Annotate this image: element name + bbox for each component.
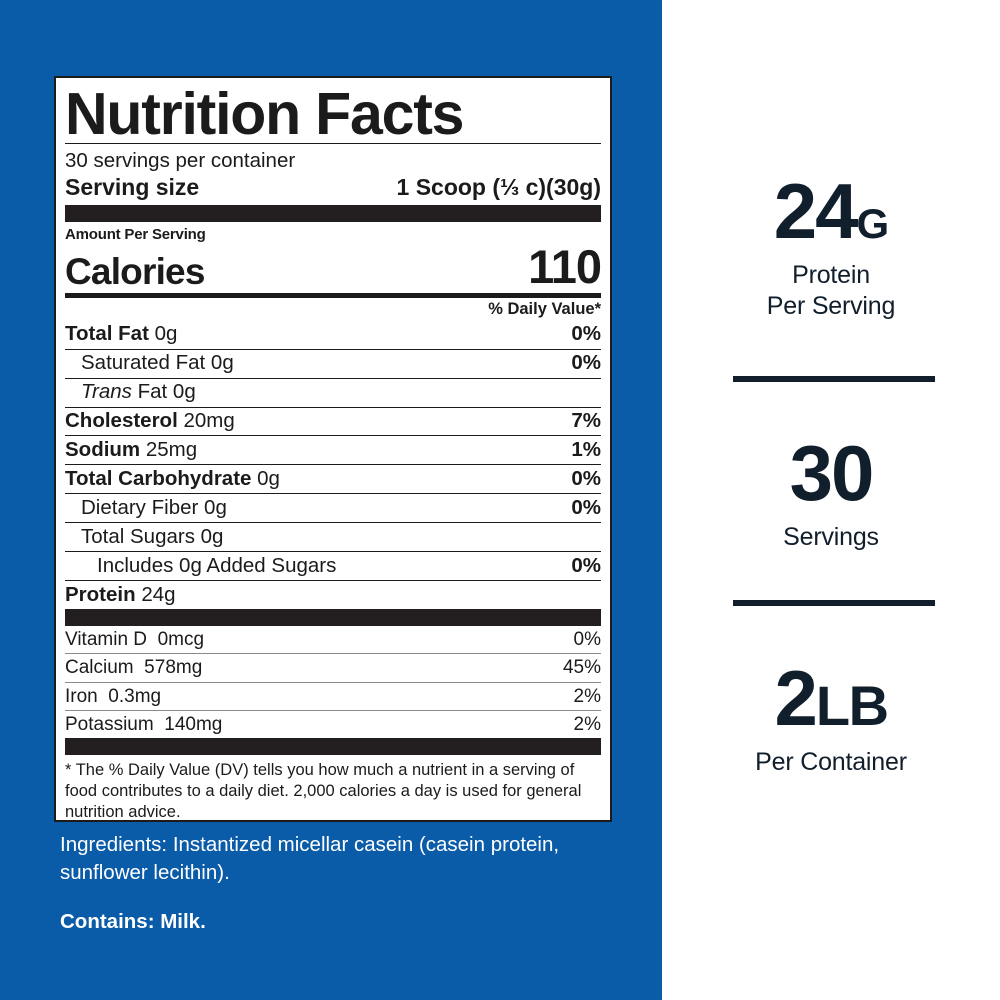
micronutrient-name: Potassium 140mg xyxy=(65,714,223,735)
nutrient-amount: 24g xyxy=(135,582,176,606)
stat-protein-caption: Protein Per Serving xyxy=(662,260,1000,323)
stat-weight-caption-line1: Per Container xyxy=(755,747,907,776)
nutrient-name: Total Sugars 0g xyxy=(81,524,224,549)
nutrient-table: Total Fat 0g 0% Saturated Fat 0g 0% Trans Fa… xyxy=(65,321,601,610)
nutrient-name: Total Fat 0g xyxy=(65,322,178,346)
ingredients-list: Ingredients: Instantized micellar casein… xyxy=(60,833,560,885)
nutrient-amount: 0g xyxy=(194,524,224,548)
calories-row: Calories 110 xyxy=(65,239,602,293)
daily-value-header: % Daily Value* xyxy=(488,299,601,318)
micronutrient-row: Iron 0.3mg 2% xyxy=(65,683,601,711)
page-title: Nutrition Facts xyxy=(65,81,464,147)
nutrient-italic-prefix: Trans xyxy=(81,380,132,404)
stats-divider-2 xyxy=(733,600,935,606)
stat-servings-value: 30 xyxy=(789,429,875,517)
micronutrient-name: Calcium 578mg xyxy=(65,657,203,679)
nutrient-row: Includes 0g Added Sugars 0% xyxy=(65,552,601,582)
stat-protein-caption-line2: Per Serving xyxy=(766,292,896,321)
nutrient-name: Includes 0g Added Sugars xyxy=(97,553,337,578)
nutrient-label: Cholesterol xyxy=(65,409,178,433)
nutrient-name: Total Carbohydrate 0g xyxy=(65,466,280,491)
serving-size-row: Serving size 1 Scoop (⅓ c)(30g) xyxy=(65,174,601,205)
nutrient-daily-value: 0% xyxy=(571,553,601,577)
nutrient-name: Protein 24g xyxy=(65,582,176,607)
nutrient-row: Protein 24g xyxy=(65,581,601,609)
nutrient-row: Dietary Fiber 0g 0% xyxy=(65,494,601,524)
nutrient-label: Saturated Fat xyxy=(81,351,206,375)
nutrient-amount: 0g xyxy=(198,495,227,519)
nutrient-row: Total Carbohydrate 0g 0% xyxy=(65,465,601,495)
nutrient-label: Includes 0g Added Sugars xyxy=(97,553,337,577)
stat-protein-unit: G xyxy=(856,200,890,247)
nutrient-label: Total Carbohydrate xyxy=(65,466,252,490)
micronutrient-name: Vitamin D 0mcg xyxy=(65,629,205,651)
stat-weight-unit: LB xyxy=(815,674,889,737)
stat-protein-value: 24G xyxy=(773,167,890,255)
micronutrient-daily-value: 2% xyxy=(573,685,601,707)
nutrient-row: Trans Fat 0g xyxy=(65,379,601,408)
micronutrient-row: Potassium 140mg 2% xyxy=(65,711,601,738)
micronutrient-table: Vitamin D 0mcg 0% Calcium 578mg 45% Iron 0.3… xyxy=(65,626,601,738)
micronutrient-daily-value: 0% xyxy=(573,629,601,651)
micronutrient-name: Iron 0.3mg xyxy=(65,685,162,707)
nutrient-name: Saturated Fat 0g xyxy=(81,351,234,375)
micronutrient-row: Calcium 578mg 45% xyxy=(65,654,601,683)
micronutrient-row: Vitamin D 0mcg 0% xyxy=(65,626,601,655)
nutrient-name: Dietary Fiber 0g xyxy=(81,495,227,520)
nutrient-daily-value: 0% xyxy=(571,466,601,490)
product-stats-panel: 24G Protein Per Serving 30 Servings 2LB … xyxy=(662,0,1000,1000)
ingredients-block: Ingredients: Instantized micellar casein… xyxy=(60,831,630,934)
stat-servings: 30 Servings xyxy=(662,429,1000,554)
stat-weight-value: 2LB xyxy=(774,654,889,742)
nutrient-row: Cholesterol 20mg 7% xyxy=(65,408,601,437)
nutrition-facts-label: Nutrition Facts 30 servings per containe… xyxy=(54,76,612,822)
nutrient-amount: 0g xyxy=(205,351,234,375)
nutrient-label: Dietary Fiber xyxy=(81,495,199,519)
nutrient-label: Total Sugars xyxy=(81,524,195,548)
thick-divider-top xyxy=(65,204,601,222)
nutrient-name: Sodium 25mg xyxy=(65,437,198,462)
nutrient-label: Sodium xyxy=(65,437,141,461)
servings-per-container: 30 servings per container xyxy=(65,148,296,172)
serving-size-label: Serving size xyxy=(65,173,200,200)
nutrient-daily-value: 0% xyxy=(571,495,601,519)
calories-divider xyxy=(65,292,601,298)
calories-value: 110 xyxy=(528,239,602,293)
title-divider xyxy=(65,142,601,144)
thick-divider-bottom xyxy=(65,609,601,627)
calories-label: Calories xyxy=(65,250,205,292)
nutrient-amount: 0g xyxy=(251,466,280,490)
micronutrient-daily-value: 45% xyxy=(562,657,601,679)
nutrient-label: Fat xyxy=(137,380,168,404)
stat-servings-caption-line1: Servings xyxy=(783,522,879,551)
nutrient-row: Total Fat 0g 0% xyxy=(65,321,601,350)
nutrient-amount: 20mg xyxy=(177,409,235,433)
nutrient-daily-value: 0% xyxy=(571,351,601,375)
nutrient-amount: 25mg xyxy=(140,437,198,461)
amount-per-serving-label: Amount Per Serving xyxy=(65,225,206,243)
nutrient-name: Trans Fat 0g xyxy=(81,380,196,404)
nutrient-daily-value: 0% xyxy=(571,322,601,346)
stats-divider-1 xyxy=(733,376,935,382)
stat-weight: 2LB Per Container xyxy=(662,654,1000,779)
stat-servings-caption: Servings xyxy=(662,522,1000,554)
nutrient-daily-value: 7% xyxy=(571,409,601,433)
nutrient-label: Total Fat xyxy=(65,322,149,346)
serving-size-value: 1 Scoop (⅓ c)(30g) xyxy=(396,173,601,200)
nutrient-daily-value: 1% xyxy=(571,437,601,461)
daily-value-footnote: * The % Daily Value (DV) tells you how m… xyxy=(65,761,582,821)
stat-protein: 24G Protein Per Serving xyxy=(662,167,1000,323)
nutrient-row: Saturated Fat 0g 0% xyxy=(65,350,601,379)
micronutrient-daily-value: 2% xyxy=(573,714,601,735)
stat-protein-caption-line1: Protein xyxy=(792,260,870,289)
allergen-statement: Contains: Milk. xyxy=(60,909,206,933)
stat-weight-caption: Per Container xyxy=(662,747,1000,779)
nutrient-amount: 0g xyxy=(148,322,178,346)
thick-divider-footnote xyxy=(65,738,601,756)
nutrient-name: Cholesterol 20mg xyxy=(65,409,235,433)
nutrient-amount: 0g xyxy=(167,380,196,404)
nutrient-row: Total Sugars 0g xyxy=(65,523,601,553)
nutrient-label: Protein xyxy=(65,582,136,606)
nutrient-row: Sodium 25mg 1% xyxy=(65,436,601,466)
